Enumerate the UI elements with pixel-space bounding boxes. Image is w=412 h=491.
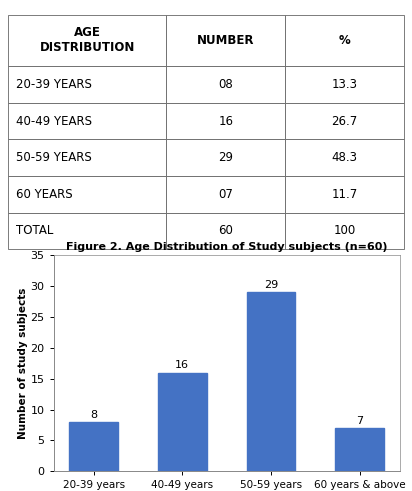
Bar: [246, 292, 295, 471]
Text: 8: 8: [90, 409, 97, 419]
Y-axis label: Number of study subjects: Number of study subjects: [18, 288, 28, 439]
Text: 7: 7: [356, 416, 363, 426]
Bar: [158, 373, 207, 471]
Text: 16: 16: [175, 360, 189, 370]
Bar: [335, 428, 384, 471]
Bar: [69, 422, 118, 471]
Text: 29: 29: [264, 280, 278, 290]
Title: Figure 2. Age Distribution of Study subjects (n=60): Figure 2. Age Distribution of Study subj…: [66, 242, 387, 252]
